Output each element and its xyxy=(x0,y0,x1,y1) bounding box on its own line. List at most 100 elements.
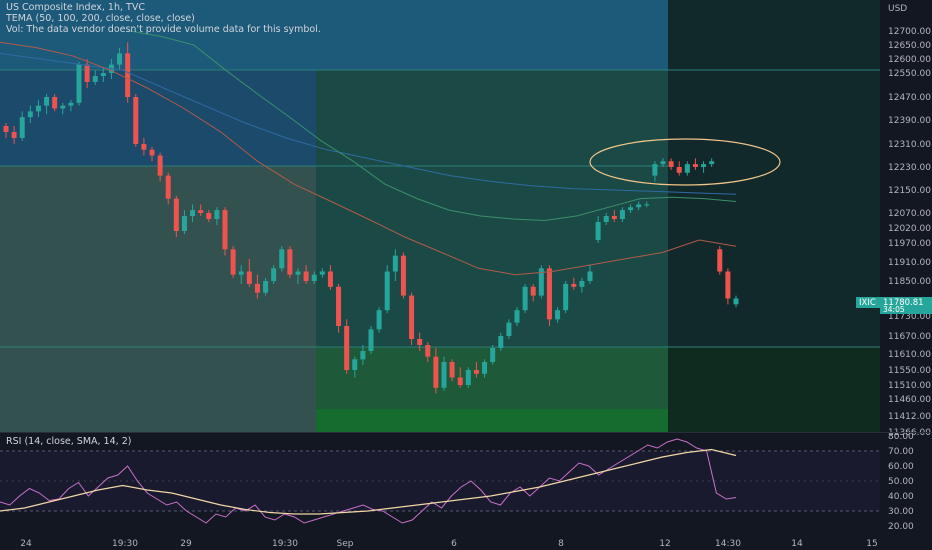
candle-body xyxy=(254,283,260,293)
candle-body xyxy=(19,117,25,138)
candle-body xyxy=(76,64,82,103)
time-tick-label: Sep xyxy=(337,539,354,549)
rsi-line xyxy=(0,438,737,524)
zone-right-upper xyxy=(668,0,880,347)
candle-body xyxy=(287,249,293,275)
candle-body xyxy=(546,268,552,320)
candle-body xyxy=(327,271,333,287)
time-tick-label: 14:30 xyxy=(715,539,741,549)
candle-body xyxy=(27,111,33,118)
candle-body xyxy=(344,326,350,370)
candle-body xyxy=(652,164,658,176)
candle-body xyxy=(709,161,715,165)
candle-body xyxy=(417,339,423,345)
last-price-tag: IXIC 11780.81 34:05 xyxy=(856,297,932,314)
candle-body xyxy=(733,298,739,305)
candle-body xyxy=(579,281,585,287)
rsi-panel xyxy=(0,450,880,512)
tema-fast-line xyxy=(129,30,737,222)
candle-body xyxy=(400,255,406,296)
candle-body xyxy=(555,310,561,320)
price-tick-label: 11412.00 xyxy=(888,412,931,422)
last-price: 11780.81 xyxy=(883,298,924,308)
candle-body xyxy=(725,271,731,299)
rsi-tick-label: 70.00 xyxy=(888,447,914,457)
price-tag-bg xyxy=(880,297,932,314)
candle-body xyxy=(173,198,179,231)
candle-body xyxy=(522,286,528,311)
time-tick-label: 15 xyxy=(866,539,877,549)
price-tick-label: 11850.00 xyxy=(888,277,931,287)
candle-body xyxy=(644,204,650,206)
candle-body xyxy=(271,268,277,281)
tema-legend[interactable]: TEMA (50, 100, 200, close, close, close) xyxy=(6,13,195,24)
price-tick-label: 11610.00 xyxy=(888,350,931,360)
price-tick-label: 12150.00 xyxy=(888,186,931,196)
time-tick-label: 19:30 xyxy=(272,539,298,549)
candle-body xyxy=(214,210,220,219)
countdown: 34:05 xyxy=(883,305,905,314)
time-tick-label: 6 xyxy=(451,539,457,549)
candle-body xyxy=(433,356,439,388)
rsi-legend[interactable]: RSI (14, close, SMA, 14, 2) xyxy=(6,436,132,447)
tema-mid-line xyxy=(0,41,737,276)
candle-body xyxy=(230,249,236,275)
rsi-tick-label: 80.00 xyxy=(888,432,914,442)
pane-separator[interactable] xyxy=(0,432,932,433)
candle-body xyxy=(441,362,447,388)
tema-slow-line xyxy=(0,52,737,195)
candle-body xyxy=(100,73,106,76)
candle-body xyxy=(376,310,382,330)
rsi-ma-line xyxy=(0,448,737,515)
candle-body xyxy=(92,76,98,82)
symbol-tag-bg xyxy=(856,297,880,308)
vol-legend: Vol: The data vendor doesn't provide vol… xyxy=(6,24,321,35)
candle-body xyxy=(165,175,171,199)
candle-body xyxy=(384,271,390,311)
time-tick-label: 12 xyxy=(659,539,670,549)
candle-body xyxy=(717,249,723,272)
rsi-tick-label: 20.00 xyxy=(888,522,914,532)
candle-body xyxy=(457,377,463,385)
price-tick-label: 12700.00 xyxy=(888,27,931,37)
candle-body xyxy=(117,53,123,65)
candle-body xyxy=(514,310,520,323)
price-axis[interactable]: 12700.00 12650.00 12600.00 12550.00 12470.00… xyxy=(888,27,931,438)
price-tick-label: 11550.00 xyxy=(888,366,931,376)
candle-body xyxy=(149,149,155,156)
candle-body xyxy=(125,53,131,97)
candle-body xyxy=(668,161,674,167)
candle-body xyxy=(11,132,17,138)
candle-body xyxy=(465,370,471,385)
candle-body xyxy=(619,210,625,219)
candle-body xyxy=(676,167,682,173)
candle-body xyxy=(311,274,317,281)
candle-body xyxy=(449,362,455,378)
candle-body xyxy=(506,322,512,336)
candle-body xyxy=(44,97,50,106)
candle-body xyxy=(587,271,593,281)
candle-body xyxy=(238,271,244,275)
time-tick-label: 19:30 xyxy=(112,539,138,549)
candle-body xyxy=(336,286,342,326)
rsi-tick-label: 40.00 xyxy=(888,492,914,502)
price-tick-label: 12600.00 xyxy=(888,55,931,65)
time-tick-label: 29 xyxy=(180,539,192,549)
candle-body xyxy=(611,216,617,219)
price-tick-label: 11460.00 xyxy=(888,395,931,405)
candle-body xyxy=(409,295,415,339)
candle-body xyxy=(141,144,147,150)
candle-body xyxy=(692,164,698,167)
rsi-tick-label: 60.00 xyxy=(888,462,914,472)
price-tick-label: 12390.00 xyxy=(888,116,931,126)
candle-body xyxy=(684,164,690,173)
candle-body xyxy=(360,351,366,360)
time-tick-label: 24 xyxy=(20,539,32,549)
time-axis[interactable]: 24 19:30 29 19:30 Sep 6 8 12 14:30 14 15 xyxy=(20,539,877,549)
highlight-ellipse[interactable] xyxy=(589,138,781,186)
price-tick-label: 12230.00 xyxy=(888,163,931,173)
candle-body xyxy=(303,271,309,281)
candle-body xyxy=(157,155,163,176)
candle-body xyxy=(538,268,544,296)
